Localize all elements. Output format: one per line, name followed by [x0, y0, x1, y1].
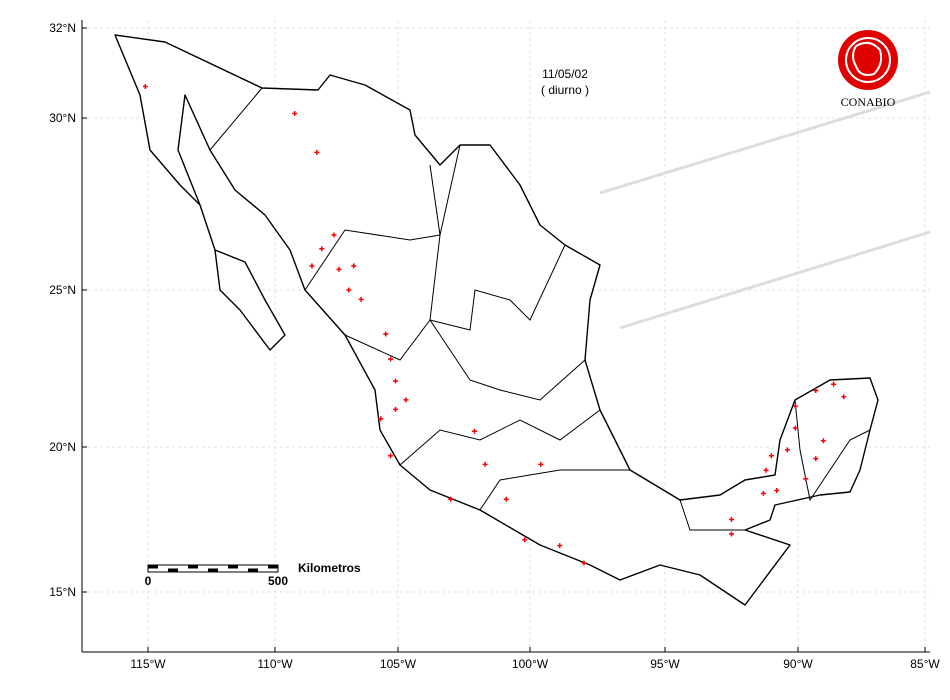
hotspot	[314, 149, 320, 155]
hotspot	[557, 543, 563, 549]
hotspot	[309, 263, 315, 269]
hotspot	[331, 232, 337, 238]
hotspot	[388, 453, 394, 459]
x-tick-label: 110°W	[257, 657, 293, 671]
scale-end: 500	[268, 574, 288, 588]
y-tick-label: 20°N	[49, 440, 76, 454]
mexico-outline	[114, 34, 879, 606]
hotspot	[403, 397, 409, 403]
logo	[838, 30, 898, 90]
y-tick-label: 32°N	[49, 21, 76, 35]
state-border	[209, 87, 263, 151]
hotspot	[522, 537, 528, 543]
logo-text: CONABIO	[841, 95, 896, 109]
hotspot	[820, 438, 826, 444]
state-border	[679, 499, 745, 531]
scale-start: 0	[145, 574, 152, 588]
hotspot	[336, 266, 342, 272]
hotspot	[472, 428, 478, 434]
y-tick-label: 25°N	[49, 283, 76, 297]
hotspot	[768, 453, 774, 459]
x-tick-label: 100°W	[512, 657, 549, 671]
hotspot	[792, 403, 798, 409]
date: 11/05/02	[542, 67, 588, 81]
hotspot	[358, 296, 364, 302]
state-border	[479, 469, 630, 511]
hotspot	[792, 425, 798, 431]
state-border	[344, 319, 586, 401]
subtitle: ( diurno )	[541, 83, 589, 97]
state-border	[304, 229, 566, 331]
hotspot	[393, 406, 399, 412]
hotspot	[729, 517, 734, 522]
x-tick-label: 95°W	[650, 657, 680, 671]
hotspot	[803, 476, 809, 482]
hotspot	[393, 378, 399, 384]
hotspot	[813, 456, 819, 462]
hotspot	[346, 287, 352, 293]
swath-edge	[599, 90, 931, 195]
hotspot	[774, 488, 780, 493]
scale-bar	[147, 564, 279, 573]
hotspot	[383, 331, 389, 337]
scale-label: Kilometros	[298, 561, 361, 575]
hotspot	[482, 461, 488, 467]
hotspot	[448, 496, 454, 502]
hotspot	[760, 490, 766, 496]
hotspot	[729, 531, 734, 537]
hotspot	[319, 246, 325, 252]
state-border	[794, 399, 871, 502]
y-tick-label: 30°N	[49, 111, 76, 125]
x-tick-label: 115°W	[130, 657, 166, 671]
hotspot	[503, 496, 509, 502]
state-border	[399, 409, 601, 466]
x-tick-label: 90°W	[783, 657, 813, 671]
hotspot	[831, 381, 837, 387]
hotspot	[351, 263, 357, 269]
y-tick-label: 15°N	[49, 585, 76, 599]
swath-edge	[619, 230, 931, 330]
hotspot	[581, 560, 587, 566]
hotspot	[292, 111, 298, 116]
hotspot	[784, 447, 790, 453]
hotspot	[841, 394, 847, 400]
x-tick-label: 85°W	[910, 657, 940, 671]
hotspot	[763, 467, 769, 473]
state-border	[429, 144, 461, 236]
hotspot	[813, 387, 819, 393]
hotspot	[142, 84, 148, 89]
hotspot	[538, 461, 544, 467]
hotspot	[388, 356, 394, 362]
x-tick-label: 105°W	[380, 657, 417, 671]
hotspot	[378, 416, 384, 422]
